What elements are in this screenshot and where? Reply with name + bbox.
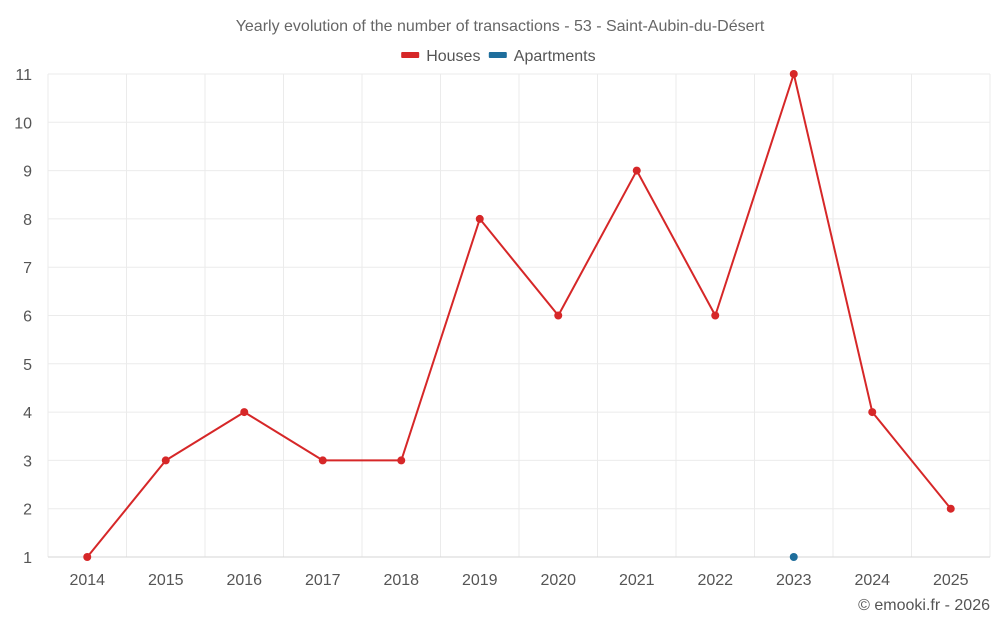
x-tick-label: 2023: [776, 572, 812, 589]
series-line: [86, 73, 952, 558]
data-point[interactable]: [240, 408, 249, 417]
x-tick-label: 2024: [854, 572, 890, 589]
x-tick-label: 2019: [462, 572, 498, 589]
y-tick-label: 3: [23, 453, 32, 470]
data-point[interactable]: [318, 456, 327, 465]
chart-title: Yearly evolution of the number of transa…: [236, 18, 765, 35]
y-tick-label: 9: [23, 164, 32, 181]
legend-item-apartments[interactable]: Apartments: [488, 48, 596, 65]
x-axis: 2014 2015 2016 2017 2018 2019 2020 2021 2022 2023…: [69, 572, 968, 589]
data-point[interactable]: [161, 456, 170, 465]
y-tick-label: 7: [23, 260, 32, 277]
data-point[interactable]: [397, 456, 406, 465]
x-tick-label: 2017: [305, 572, 341, 589]
data-point[interactable]: [946, 504, 955, 513]
series-group: [83, 70, 955, 561]
grid-lines: [47, 73, 991, 558]
data-point[interactable]: [789, 70, 798, 78]
data-point[interactable]: [868, 408, 877, 417]
legend-label: Houses: [426, 48, 480, 65]
y-tick-label: 4: [23, 405, 32, 422]
y-tick-label: 5: [23, 357, 32, 374]
data-point[interactable]: [554, 311, 563, 320]
y-tick-label: 8: [23, 212, 32, 229]
y-tick-label: 2: [23, 502, 32, 519]
chart-credit: © emooki.fr - 2026: [858, 597, 990, 614]
x-tick-label: 2025: [933, 572, 969, 589]
x-tick-label: 2021: [619, 572, 655, 589]
x-tick-label: 2014: [69, 572, 105, 589]
data-point[interactable]: [711, 311, 720, 320]
legend-label: Apartments: [514, 48, 596, 65]
x-tick-label: 2015: [148, 572, 184, 589]
chart-legend: Houses Apartments: [401, 48, 596, 65]
data-point[interactable]: [632, 166, 641, 175]
data-point[interactable]: [789, 553, 798, 561]
series-apartments: [789, 553, 798, 561]
y-tick-label: 6: [23, 309, 32, 326]
y-tick-label: 10: [14, 115, 32, 132]
y-tick-label: 1: [23, 550, 32, 567]
series-houses: [83, 70, 955, 561]
y-axis: 1 2 3 4 5 6 7 8 9 10 11: [14, 67, 32, 567]
data-point[interactable]: [475, 214, 484, 223]
x-tick-label: 2018: [383, 572, 419, 589]
legend-item-houses[interactable]: Houses: [401, 48, 480, 65]
y-tick-label: 11: [15, 67, 32, 84]
x-tick-label: 2016: [226, 572, 262, 589]
x-tick-label: 2020: [540, 572, 576, 589]
data-point[interactable]: [83, 553, 92, 561]
x-tick-label: 2022: [697, 572, 733, 589]
legend-swatch: [401, 52, 420, 58]
legend-swatch: [488, 52, 507, 58]
